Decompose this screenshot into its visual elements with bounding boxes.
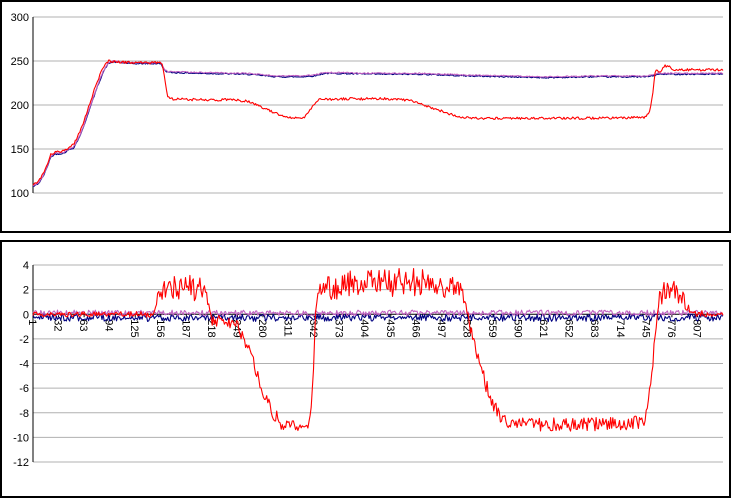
top-chart-svg: 300 250 200 150 100: [11, 12, 724, 200]
x-tick-label: 32: [52, 319, 64, 331]
red-series-line: [32, 267, 724, 432]
x-tick-label: 683: [588, 319, 600, 337]
x-tick-label: 776: [665, 319, 677, 337]
navy-series-line: [32, 61, 724, 188]
x-tick-label: 590: [512, 319, 524, 337]
x-tick-label: 466: [409, 319, 421, 337]
y-tick-label: -12: [13, 457, 29, 469]
x-tick-label: 404: [358, 319, 370, 337]
y-tick-label: 150: [11, 144, 29, 156]
bottom-chart-panel: 4 2 0 -2 -4 -6 -8 -10 -12 1 32 63 94 125 156 187 218 249 2…: [0, 240, 731, 498]
x-tick-label: 497: [435, 319, 447, 337]
y-tick-label: 300: [11, 12, 29, 24]
x-tick-label: 125: [128, 319, 140, 337]
x-tick-label: 528: [460, 319, 472, 337]
y-tick-label: -8: [19, 408, 29, 420]
x-tick-label: 94: [103, 319, 115, 331]
y-tick-label: 4: [23, 260, 29, 272]
y-tick-label: 100: [11, 188, 29, 200]
x-tick-label: 714: [614, 319, 626, 337]
x-tick-label: 745: [639, 319, 651, 337]
x-tick-label: 342: [307, 319, 319, 337]
x-tick-label: 187: [179, 319, 191, 337]
top-chart-panel: 300 250 200 150 100: [0, 0, 731, 233]
red-series-line: [32, 59, 724, 186]
y-tick-label: 0: [23, 309, 29, 321]
bottom-chart-svg: 420-2-4-6-8-10-121 32 63 94 125 156 187 218 249 2…: [13, 260, 724, 469]
y-tick-label: 250: [11, 56, 29, 68]
magenta-series-line: [32, 60, 724, 187]
x-tick-label: 652: [563, 319, 575, 337]
x-tick-label: 1: [26, 319, 38, 325]
navy-series-line: [32, 313, 724, 323]
y-tick-label: 200: [11, 100, 29, 112]
magenta-series-line: [32, 309, 724, 317]
x-tick-label: 156: [154, 319, 166, 337]
x-tick-label: 621: [537, 319, 549, 337]
x-tick-label: 63: [77, 319, 89, 331]
x-tick-label: 373: [333, 319, 345, 337]
y-tick-label: -2: [19, 334, 29, 346]
x-tick-label: 311: [282, 319, 294, 337]
y-tick-label: -6: [19, 383, 29, 395]
x-tick-label: 280: [256, 319, 268, 337]
y-tick-label: 2: [23, 285, 29, 297]
x-tick-label: 559: [486, 319, 498, 337]
y-tick-label: -10: [13, 432, 29, 444]
y-tick-label: -4: [19, 359, 29, 371]
x-tick-label: 435: [384, 319, 396, 337]
x-tick-label: 807: [690, 319, 702, 337]
